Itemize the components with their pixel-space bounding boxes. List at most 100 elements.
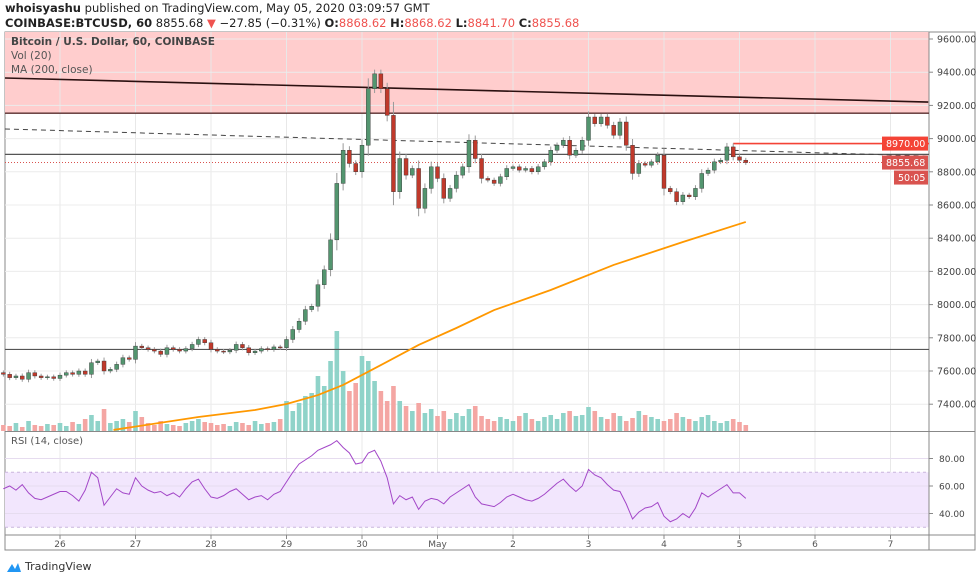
candle-up <box>561 140 566 146</box>
candle-down <box>479 158 484 179</box>
candle-up <box>309 306 314 310</box>
candle-down <box>517 166 522 171</box>
candle-up <box>535 166 541 173</box>
volume-bar <box>548 415 554 431</box>
volume-bar <box>422 413 428 431</box>
volume-bar <box>586 407 591 431</box>
dashed-trendline <box>4 128 929 157</box>
candle-up <box>366 88 371 146</box>
volume-bar <box>296 403 302 431</box>
candle-down <box>208 342 214 350</box>
volume-bar <box>693 421 698 431</box>
candle-down <box>177 349 182 352</box>
volume-bar <box>63 426 69 431</box>
volume-bar <box>246 425 252 431</box>
candle-up <box>573 150 579 156</box>
candle-up <box>724 146 730 161</box>
rsi-line <box>3 439 747 523</box>
candle-up <box>259 348 264 352</box>
candle-down <box>529 168 535 172</box>
volume-bar <box>353 383 359 431</box>
down-arrow-icon: ▼ <box>207 16 216 30</box>
volume-bar <box>667 419 673 431</box>
author-name[interactable]: whoisyashu <box>5 1 81 15</box>
volume-bar <box>535 421 541 431</box>
volume-bar <box>661 421 667 431</box>
candle-down <box>611 125 616 136</box>
candle-down <box>101 360 107 372</box>
rsi-legend[interactable]: RSI (14, close) <box>11 436 84 447</box>
candle-up <box>334 183 340 241</box>
candle-down <box>51 376 56 379</box>
ma-legend[interactable]: MA (200, close) <box>11 64 93 76</box>
volume-bar <box>57 423 63 431</box>
candle-up <box>227 350 233 353</box>
volume-bar <box>705 415 711 431</box>
x-tick-label: 2 <box>510 540 516 550</box>
volume-legend[interactable]: Vol (20) <box>11 50 52 62</box>
y-tick-label: 7800.00 <box>937 333 976 344</box>
volume-bar <box>680 417 686 431</box>
x-tick-label: 27 <box>130 540 141 550</box>
volume-bar <box>26 421 31 431</box>
volume-bar <box>340 371 346 431</box>
volume-bar <box>554 419 560 431</box>
candle-up <box>617 121 623 136</box>
volume-bar <box>724 421 730 431</box>
candle-down <box>403 158 409 176</box>
volume-bar <box>189 421 195 431</box>
candle-down <box>686 194 692 197</box>
candle-down <box>265 348 270 350</box>
volume-bar <box>529 419 535 431</box>
volume-bar <box>649 417 654 431</box>
volume-bar <box>403 406 409 431</box>
candle-up <box>359 145 365 173</box>
candle-down <box>221 350 226 353</box>
tradingview-logo-icon <box>7 562 21 572</box>
candle-down <box>592 116 597 124</box>
candle-down <box>70 372 75 375</box>
rsi-tick-label: 80.00 <box>939 455 965 465</box>
volume-bar <box>221 424 226 431</box>
volume-bar <box>561 413 566 431</box>
candle-down <box>38 375 44 378</box>
candle-down <box>737 156 742 161</box>
candle-down <box>152 349 157 352</box>
candle-down <box>246 347 251 353</box>
main-series-legend[interactable]: Bitcoin / U.S. Dollar, 60, COINBASE <box>11 36 215 48</box>
candle-up <box>649 161 654 166</box>
volume-bar <box>410 411 415 431</box>
candle-down <box>624 121 629 146</box>
rsi-band <box>5 472 929 528</box>
volume-bar <box>347 391 352 431</box>
volume-bar <box>145 423 151 431</box>
candle-up <box>397 158 402 192</box>
candle-up <box>271 346 277 350</box>
volume-bar <box>259 424 264 431</box>
candle-up <box>586 116 591 141</box>
tradingview-brand[interactable]: TradingView <box>6 560 91 573</box>
candle-up <box>466 140 472 168</box>
volume-bar <box>579 415 585 431</box>
volume-bar <box>516 416 522 431</box>
candle-up <box>712 161 717 171</box>
published-text: published on TradingView.com, May 05, 20… <box>84 1 430 15</box>
high-value: 8868.62 <box>404 16 452 30</box>
volume-bar <box>202 422 208 431</box>
low-label: L: <box>455 16 468 30</box>
brand-label: TradingView <box>25 560 92 573</box>
volume-bar <box>164 424 170 431</box>
volume-bar <box>737 422 742 431</box>
candle-down <box>171 347 176 350</box>
candle-down <box>378 73 384 90</box>
y-tick-label: 9600.00 <box>937 35 976 46</box>
volume-bar <box>460 416 465 431</box>
candle-up <box>108 369 113 372</box>
rsi-tick-label: 40.00 <box>939 510 965 520</box>
volume-bar <box>183 423 189 431</box>
candle-up <box>498 176 503 184</box>
volume-bar <box>655 419 661 431</box>
volume-bar <box>674 413 679 431</box>
volume-bar <box>699 417 705 431</box>
